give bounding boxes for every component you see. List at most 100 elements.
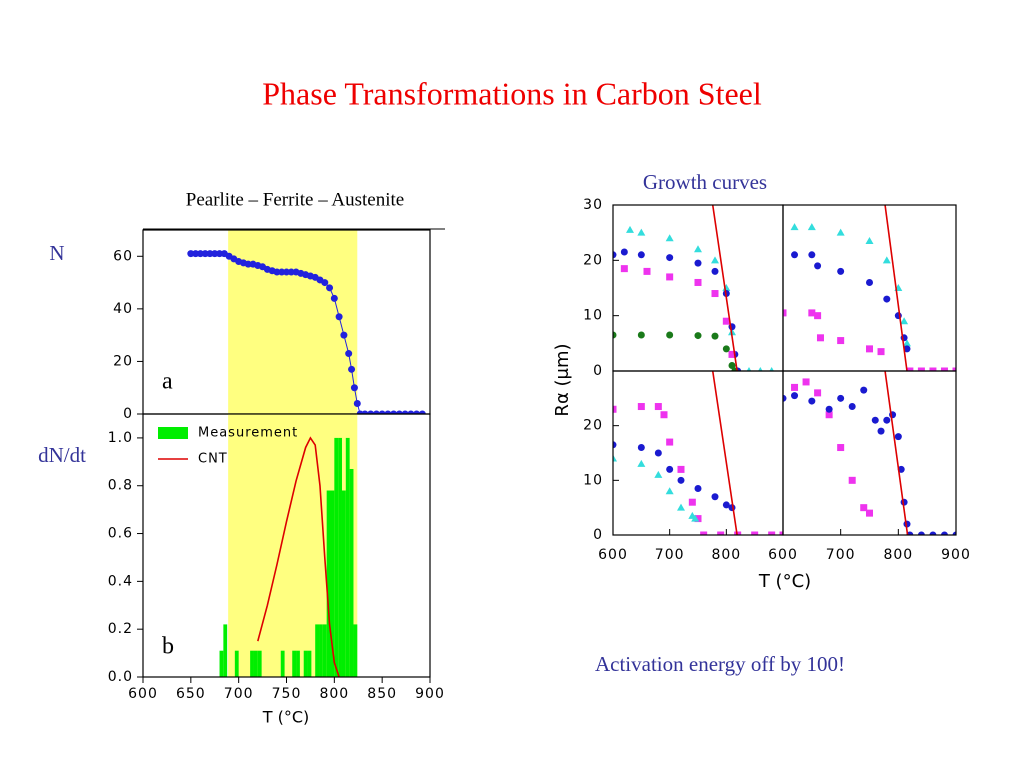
growth-x-label: T (°C) bbox=[758, 571, 811, 592]
y-tick-label: 60 bbox=[113, 248, 133, 264]
data-point bbox=[866, 345, 873, 353]
data-point bbox=[808, 397, 816, 405]
data-point bbox=[837, 394, 845, 402]
histogram-bar bbox=[345, 437, 350, 677]
data-point bbox=[783, 309, 787, 317]
data-point bbox=[654, 449, 662, 457]
data-point bbox=[330, 294, 338, 302]
data-point bbox=[637, 444, 645, 452]
series-line bbox=[711, 371, 738, 535]
data-point bbox=[768, 531, 776, 535]
y-tick-label: 20 bbox=[113, 353, 133, 369]
x-tick-label: 750 bbox=[272, 686, 302, 702]
histogram-bar bbox=[330, 490, 335, 677]
data-point bbox=[848, 403, 856, 411]
x-tick-label: 850 bbox=[367, 686, 397, 702]
y-tick-label: 0.6 bbox=[108, 526, 133, 542]
data-point bbox=[728, 361, 736, 369]
x-tick-label: 700 bbox=[826, 547, 856, 563]
data-point bbox=[808, 309, 816, 317]
plot-area bbox=[613, 371, 783, 535]
growth-y-label: Rα (μm) bbox=[552, 343, 573, 416]
data-point bbox=[613, 441, 617, 449]
data-point bbox=[216, 250, 224, 258]
x-tick-label: 800 bbox=[883, 547, 913, 563]
plot-area bbox=[613, 205, 774, 371]
data-point bbox=[206, 250, 214, 258]
plot-area bbox=[783, 371, 956, 535]
data-point bbox=[413, 410, 421, 414]
data-point bbox=[677, 465, 685, 473]
data-point bbox=[287, 268, 295, 276]
data-point bbox=[929, 531, 937, 535]
data-point bbox=[808, 251, 816, 259]
data-point bbox=[903, 345, 911, 353]
data-point bbox=[711, 493, 719, 501]
data-point bbox=[906, 367, 914, 371]
data-point bbox=[734, 531, 742, 535]
y-tick-label: 10 bbox=[583, 308, 603, 324]
data-point bbox=[825, 405, 833, 413]
data-point bbox=[407, 410, 415, 414]
y-tick-label: 0.8 bbox=[108, 478, 133, 494]
data-point bbox=[666, 465, 674, 473]
plot-frame bbox=[782, 370, 957, 536]
data-point bbox=[814, 262, 822, 270]
data-point bbox=[802, 378, 810, 386]
panel-label: a bbox=[162, 369, 173, 395]
histogram-bar bbox=[292, 650, 297, 677]
data-point bbox=[626, 225, 634, 233]
data-point bbox=[711, 332, 719, 340]
histogram-bar bbox=[257, 650, 262, 677]
data-point bbox=[717, 531, 725, 535]
data-point bbox=[722, 284, 731, 291]
data-point bbox=[952, 367, 956, 371]
data-point bbox=[688, 498, 696, 506]
data-point bbox=[326, 284, 334, 292]
slide-title: Phase Transformations in Carbon Steel bbox=[262, 75, 762, 111]
x-tick-label: 700 bbox=[655, 547, 685, 563]
histogram-bar bbox=[307, 650, 312, 677]
x-tick-label: 650 bbox=[176, 686, 206, 702]
data-point bbox=[340, 331, 348, 339]
y-tick-label: 0 bbox=[123, 406, 133, 422]
data-point bbox=[836, 228, 845, 236]
data-point bbox=[278, 268, 286, 276]
histogram-bar bbox=[303, 650, 308, 677]
data-point bbox=[929, 367, 937, 371]
y-tick-label: 1.0 bbox=[108, 430, 133, 446]
x-tick-label: 900 bbox=[941, 547, 971, 563]
plot-frame bbox=[612, 370, 784, 536]
data-point bbox=[711, 256, 719, 264]
data-point bbox=[384, 410, 392, 414]
data-point bbox=[395, 410, 403, 414]
data-point bbox=[825, 411, 833, 419]
data-point bbox=[654, 470, 663, 478]
data-point bbox=[244, 260, 252, 268]
plot-frame bbox=[612, 204, 784, 372]
data-point bbox=[877, 348, 885, 356]
y-tick-label: 0 bbox=[593, 527, 603, 543]
data-point bbox=[791, 383, 799, 391]
data-point bbox=[711, 267, 719, 275]
data-point bbox=[321, 279, 329, 287]
x-tick-label: 800 bbox=[319, 686, 349, 702]
x-tick-label: 900 bbox=[415, 686, 445, 702]
data-point bbox=[791, 392, 799, 400]
data-point bbox=[187, 250, 195, 258]
x-tick-label: 600 bbox=[128, 686, 158, 702]
data-point bbox=[711, 290, 719, 298]
y-tick-label: 20 bbox=[583, 252, 603, 268]
data-point bbox=[613, 251, 617, 259]
data-point bbox=[814, 389, 822, 397]
data-point bbox=[666, 438, 674, 446]
data-point bbox=[283, 268, 290, 276]
data-point bbox=[620, 265, 628, 273]
data-point bbox=[860, 504, 868, 512]
data-point bbox=[353, 399, 361, 407]
histogram-bar bbox=[250, 650, 254, 677]
histogram-bar bbox=[349, 468, 354, 677]
histogram-bar bbox=[219, 650, 224, 677]
data-point bbox=[779, 531, 783, 535]
